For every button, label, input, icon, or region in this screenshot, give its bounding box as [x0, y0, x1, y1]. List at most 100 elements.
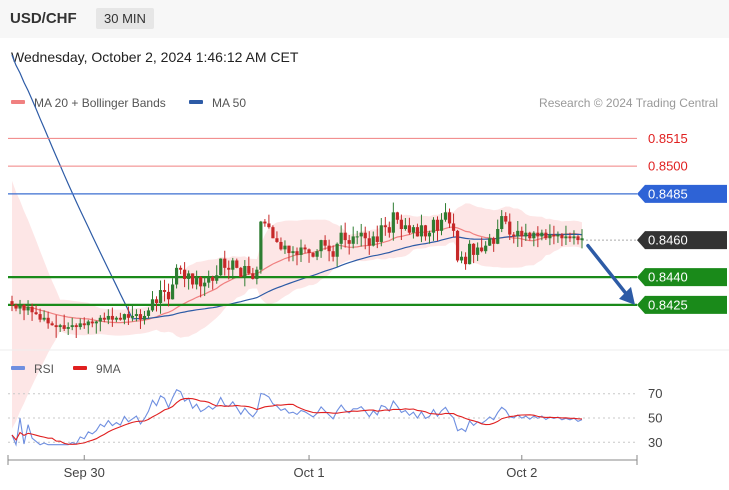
credit-text: Research © 2024 Trading Central: [539, 96, 718, 110]
candle-body: [158, 290, 163, 303]
candle: [451, 213, 456, 238]
candle: [10, 295, 14, 312]
time-tick-label: Sep 30: [64, 465, 105, 480]
candle: [375, 225, 379, 249]
candle: [154, 296, 159, 312]
candle-body: [243, 266, 247, 278]
candle-body: [86, 321, 90, 326]
candle-body: [476, 247, 480, 255]
candle-body: [323, 240, 327, 246]
candle: [415, 223, 420, 237]
candle-body: [468, 243, 472, 265]
candle: [343, 222, 347, 248]
candle: [102, 312, 106, 323]
level-tag-0.8485: [637, 184, 727, 203]
candle: [183, 262, 187, 288]
candle-body: [580, 238, 584, 241]
candle-body: [315, 251, 319, 257]
candle: [520, 226, 524, 247]
candle: [150, 291, 155, 312]
candle-body: [207, 277, 211, 283]
candle-body: [351, 236, 355, 244]
level-tag-0.8425: [637, 295, 727, 314]
candle: [195, 270, 199, 290]
candle: [110, 307, 114, 327]
candle: [363, 226, 367, 250]
legend-9ma-label: 9MA: [96, 362, 121, 376]
candle: [251, 267, 255, 280]
candle-body: [231, 260, 235, 270]
candle: [508, 213, 512, 241]
candle: [90, 317, 94, 328]
candle-body: [363, 232, 367, 239]
candle-body: [548, 234, 552, 239]
candle: [407, 217, 411, 235]
legend-9ma-swatch: [73, 366, 87, 370]
candle-body: [484, 245, 488, 252]
candle-body: [447, 212, 452, 224]
candle: [459, 251, 464, 264]
candle-body: [536, 232, 540, 237]
candle-body: [347, 240, 351, 244]
candle-body: [407, 225, 411, 233]
rsi-legend: RSI 9MA: [11, 362, 121, 376]
candle: [379, 218, 383, 247]
ma50-line: [11, 54, 583, 320]
candle-body: [516, 230, 520, 237]
candle-body: [235, 260, 239, 268]
candle: [323, 235, 327, 250]
candle-body: [138, 314, 143, 320]
candle: [239, 266, 243, 278]
candle-body: [319, 240, 323, 252]
candle-body: [508, 221, 512, 235]
rsi-grid: 70 50 30: [8, 386, 662, 450]
candle: [46, 311, 50, 329]
candle: [399, 214, 403, 240]
candle-body: [227, 267, 231, 270]
candle-body: [142, 315, 147, 320]
time-axis: Sep 30 Oct 1 Oct 2: [7, 455, 638, 480]
candle-body: [82, 323, 86, 326]
candle-body: [472, 243, 476, 255]
candle: [552, 225, 556, 245]
candle-body: [102, 317, 106, 320]
candle: [243, 260, 247, 287]
timeframe-badge[interactable]: 30 MIN: [96, 8, 154, 29]
candles: [10, 202, 584, 338]
candle: [455, 229, 460, 263]
candle: [22, 303, 26, 321]
candle-body: [311, 253, 315, 257]
candle: [166, 283, 171, 307]
candle: [295, 247, 299, 266]
candle: [548, 224, 552, 246]
candle-body: [423, 225, 428, 237]
candle: [66, 322, 70, 336]
candle: [18, 299, 22, 315]
candle: [484, 241, 488, 254]
candle: [42, 310, 46, 322]
candle: [263, 219, 267, 227]
candle: [255, 266, 259, 285]
candle: [178, 265, 183, 275]
candle-body: [259, 221, 263, 270]
candle: [536, 226, 540, 248]
candle: [443, 203, 448, 222]
rsi-tick-label: 70: [648, 386, 662, 401]
candle: [14, 303, 18, 312]
bollinger-band: [12, 180, 582, 429]
candle: [283, 240, 287, 254]
candle: [142, 310, 147, 325]
candle-body: [98, 317, 102, 322]
candle-body: [572, 236, 576, 239]
candle-body: [387, 227, 391, 233]
candle: [556, 231, 560, 243]
candle-body: [556, 234, 560, 237]
candle-body: [560, 234, 564, 239]
legend-rsi-swatch: [11, 366, 25, 370]
candle-body: [267, 223, 271, 228]
candle-body: [512, 234, 516, 237]
candle-body: [46, 317, 50, 324]
candle: [439, 213, 444, 236]
candle-body: [166, 291, 171, 300]
